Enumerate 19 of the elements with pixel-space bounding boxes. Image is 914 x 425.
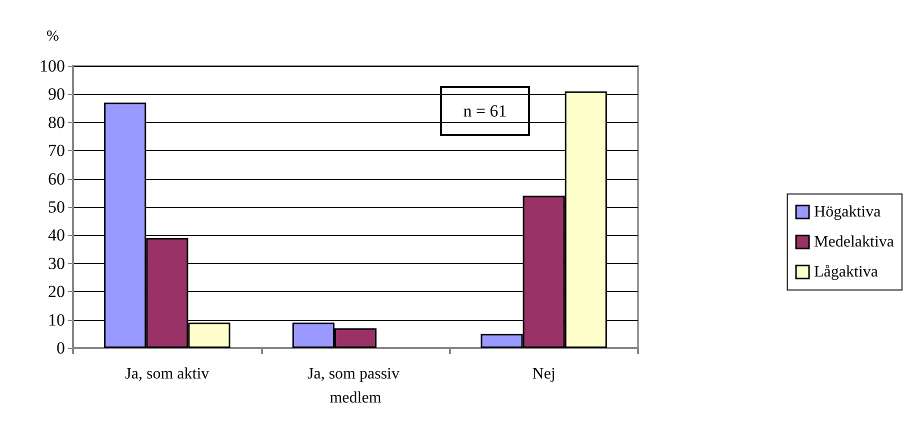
y-tick-label: 90 [48,84,65,104]
x-tick-label: Ja, som passiv medlem [308,366,404,406]
legend-label: Medelaktiva [814,234,894,250]
y-tick-label: 70 [48,141,65,160]
x-tick-label: Ja, som aktiv [125,366,210,382]
y-axis-title: % [46,28,59,44]
y-tick-label: 60 [48,169,65,188]
y-tick-label: 100 [40,56,65,76]
y-tick-label: 80 [48,112,65,132]
y-tick-label: 0 [56,338,65,358]
y-tick-label: 20 [48,282,65,302]
legend-label: Lågaktiva [814,264,878,280]
y-tick-label: 50 [48,198,65,216]
x-tick-label: Nej [532,366,556,382]
legend-label: Högaktiva [814,204,881,220]
y-tick-label: 40 [48,226,65,245]
y-tick-label: 10 [48,310,65,330]
annotation: n = 61 [463,102,507,120]
y-tick-label: 30 [48,254,65,273]
